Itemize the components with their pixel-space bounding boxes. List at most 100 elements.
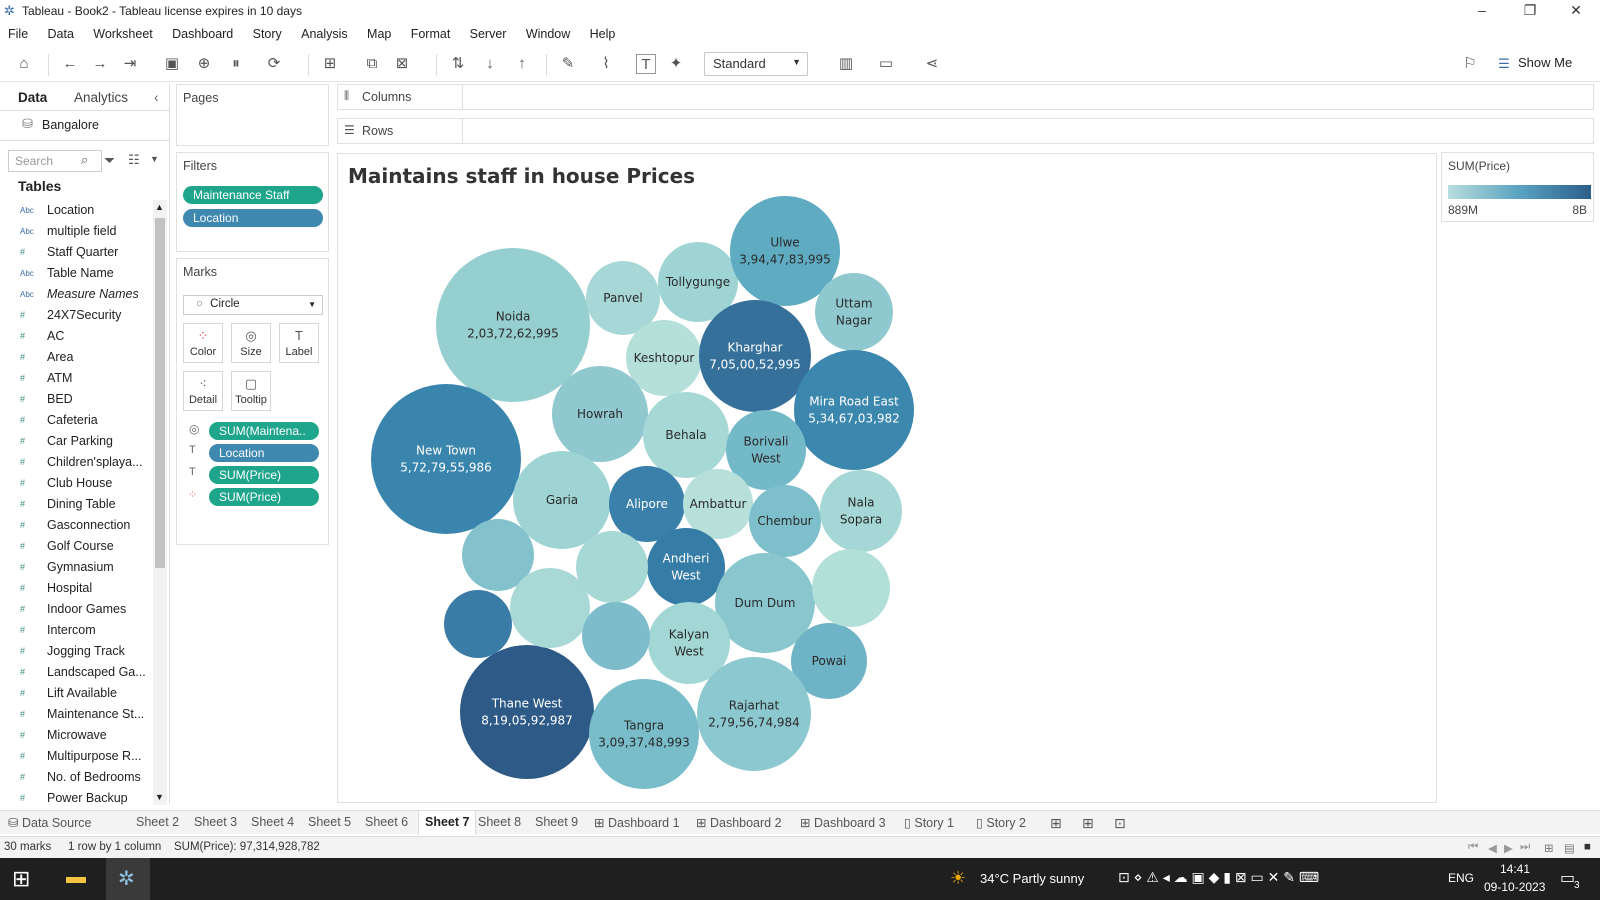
menu-data[interactable]: Data bbox=[47, 27, 74, 41]
menu-worksheet[interactable]: Worksheet bbox=[93, 27, 153, 41]
bubble-mark[interactable] bbox=[582, 602, 650, 670]
field-item[interactable]: Abc Location bbox=[0, 200, 150, 221]
mark-type-select[interactable]: ○ Circle ▼ bbox=[183, 295, 323, 315]
maximize-button[interactable]: ❐ bbox=[1523, 2, 1537, 18]
view-list-icon[interactable]: ☷ bbox=[128, 152, 140, 167]
save-icon[interactable]: ▣ bbox=[164, 55, 180, 72]
tab-data-source[interactable]: ⛁ Data Source bbox=[8, 815, 91, 830]
clock-time[interactable]: 14:41 bbox=[1500, 862, 1531, 876]
columns-shelf[interactable]: ⫼ Columns bbox=[337, 84, 1594, 110]
menu-dashboard[interactable]: Dashboard bbox=[172, 27, 234, 41]
field-item[interactable]: # Multipurpose R... bbox=[0, 746, 150, 767]
bubble-mark[interactable] bbox=[683, 469, 753, 539]
filter-pill-location[interactable]: Location bbox=[183, 209, 323, 227]
show-labels-icon[interactable]: T bbox=[636, 54, 656, 74]
new-worksheet-tab-icon[interactable]: ⊞ bbox=[1050, 815, 1062, 831]
presentation-mode-icon[interactable]: ▭ bbox=[878, 55, 894, 72]
notification-icon[interactable]: ▭ bbox=[1560, 870, 1576, 887]
field-item[interactable]: # No. of Bedrooms bbox=[0, 767, 150, 788]
sort-ascending-icon[interactable]: ↓ bbox=[486, 55, 494, 72]
last-page-icon[interactable]: ⏭ bbox=[1520, 841, 1531, 853]
tab-sheet-6[interactable]: Sheet 6 bbox=[365, 815, 409, 829]
tab-analytics[interactable]: Analytics bbox=[74, 90, 129, 105]
field-item[interactable]: # Area bbox=[0, 347, 150, 368]
field-item[interactable]: # Gasconnection bbox=[0, 515, 150, 536]
new-datasource-icon[interactable]: ⊕ bbox=[197, 55, 211, 72]
marks-pill-color-price[interactable]: SUM(Price) bbox=[209, 488, 319, 506]
menu-window[interactable]: Window bbox=[525, 27, 571, 41]
field-item[interactable]: # ATM bbox=[0, 368, 150, 389]
grid-view-icon[interactable]: ⊞ bbox=[1544, 843, 1554, 855]
tab-dashboard-3[interactable]: ⊞ Dashboard 3 bbox=[800, 815, 886, 830]
collapse-pane-icon[interactable]: ‹ bbox=[154, 90, 159, 105]
tab-story-1[interactable]: ▯ Story 1 bbox=[904, 815, 954, 830]
pin-icon[interactable]: ⚐ bbox=[1463, 55, 1477, 72]
show-cards-icon[interactable]: ▥ bbox=[838, 55, 854, 72]
filter-pill-maintenance-staff[interactable]: Maintenance Staff bbox=[183, 186, 323, 204]
scrollbar-thumb[interactable] bbox=[155, 218, 165, 568]
bubble-mark[interactable] bbox=[643, 392, 729, 478]
field-item[interactable]: # Club House bbox=[0, 473, 150, 494]
color-button[interactable]: ⁘ Color bbox=[183, 323, 223, 363]
tab-sheet-2[interactable]: Sheet 2 bbox=[136, 815, 180, 829]
field-item[interactable]: # Car Parking bbox=[0, 431, 150, 452]
windows-start-icon[interactable]: ⊞ bbox=[12, 866, 31, 891]
tab-sheet-9[interactable]: Sheet 9 bbox=[535, 815, 579, 829]
tab-sheet-5[interactable]: Sheet 5 bbox=[308, 815, 352, 829]
fix-axes-icon[interactable]: ✦ bbox=[669, 55, 683, 72]
tab-sheet-8[interactable]: Sheet 8 bbox=[478, 815, 522, 829]
duplicate-sheet-icon[interactable]: ⧉ bbox=[366, 55, 378, 72]
bubble-mark[interactable] bbox=[730, 196, 840, 306]
field-item[interactable]: # Landscaped Ga... bbox=[0, 662, 150, 683]
packed-bubble-chart[interactable]: Noida 2,03,72,62,995 Panvel Tollygunge Ulwe 3… bbox=[338, 154, 1438, 804]
tab-dashboard-1[interactable]: ⊞ Dashboard 1 bbox=[594, 815, 680, 830]
field-item[interactable]: # Jogging Track bbox=[0, 641, 150, 662]
sort-descending-icon[interactable]: ↑ bbox=[518, 55, 526, 72]
bubble-mark[interactable] bbox=[444, 590, 512, 658]
field-item[interactable]: # Microwave bbox=[0, 725, 150, 746]
tooltip-button[interactable]: ▢ Tooltip bbox=[231, 371, 271, 411]
show-me-button[interactable]: Show Me bbox=[1518, 55, 1573, 70]
field-item[interactable]: Abc Table Name bbox=[0, 263, 150, 284]
tab-dashboard-2[interactable]: ⊞ Dashboard 2 bbox=[696, 815, 782, 830]
field-item[interactable]: # Gymnasium bbox=[0, 557, 150, 578]
field-item[interactable]: # AC bbox=[0, 326, 150, 347]
menu-analysis[interactable]: Analysis bbox=[301, 27, 348, 41]
bubble-mark[interactable] bbox=[749, 485, 821, 557]
group-icon[interactable]: ⌇ bbox=[602, 55, 610, 72]
bubble-mark[interactable] bbox=[460, 645, 594, 779]
bubble-mark[interactable] bbox=[586, 261, 660, 335]
tray-icons[interactable]: ⊡ ⋄ ⚠ ◂ ☁ ▣ ◆ ▮ ⊠ ▭ ✕ ✎ ⌨ bbox=[1118, 869, 1320, 885]
detail-button[interactable]: ⁖ Detail bbox=[183, 371, 223, 411]
tableau-taskbar-button[interactable]: ✲ bbox=[106, 858, 150, 900]
tab-story-2[interactable]: ▯ Story 2 bbox=[976, 815, 1026, 830]
bubble-mark[interactable] bbox=[513, 451, 611, 549]
bubble-mark[interactable] bbox=[812, 549, 890, 627]
bubble-mark[interactable] bbox=[715, 553, 815, 653]
menu-server[interactable]: Server bbox=[469, 27, 507, 41]
new-story-tab-icon[interactable]: ⊡ bbox=[1114, 815, 1126, 831]
bubble-mark[interactable] bbox=[436, 248, 590, 402]
pause-updates-icon[interactable]: ⏸ bbox=[232, 55, 240, 72]
bubble-mark[interactable] bbox=[552, 366, 648, 462]
field-item[interactable]: # Maintenance St... bbox=[0, 704, 150, 725]
tab-sheet-7[interactable]: Sheet 7 bbox=[418, 811, 477, 835]
field-item[interactable]: # Dining Table bbox=[0, 494, 150, 515]
next-page-icon[interactable]: ▶ bbox=[1504, 843, 1513, 855]
field-item[interactable]: Abc multiple field bbox=[0, 221, 150, 242]
tab-data[interactable]: Data bbox=[18, 90, 48, 105]
field-item[interactable]: # Hospital bbox=[0, 578, 150, 599]
bubble-mark[interactable] bbox=[658, 242, 738, 322]
marks-pill-size[interactable]: SUM(Maintena.. bbox=[209, 422, 319, 440]
bubble-mark[interactable] bbox=[697, 657, 811, 771]
field-item[interactable]: # Cafeteria bbox=[0, 410, 150, 431]
swap-icon[interactable]: ⇅ bbox=[451, 55, 465, 72]
language-indicator[interactable]: ENG bbox=[1448, 871, 1475, 885]
datasource-name[interactable]: Bangalore bbox=[42, 118, 99, 132]
new-dashboard-tab-icon[interactable]: ⊞ bbox=[1082, 815, 1094, 831]
field-item[interactable]: # Power Backup bbox=[0, 788, 150, 809]
minimize-button[interactable]: – bbox=[1478, 2, 1486, 18]
bubble-mark[interactable] bbox=[510, 568, 590, 648]
replay-icon[interactable]: ⇥ bbox=[123, 55, 137, 72]
viz-canvas[interactable]: Maintains staff in house Prices Noida 2,0… bbox=[337, 153, 1437, 803]
